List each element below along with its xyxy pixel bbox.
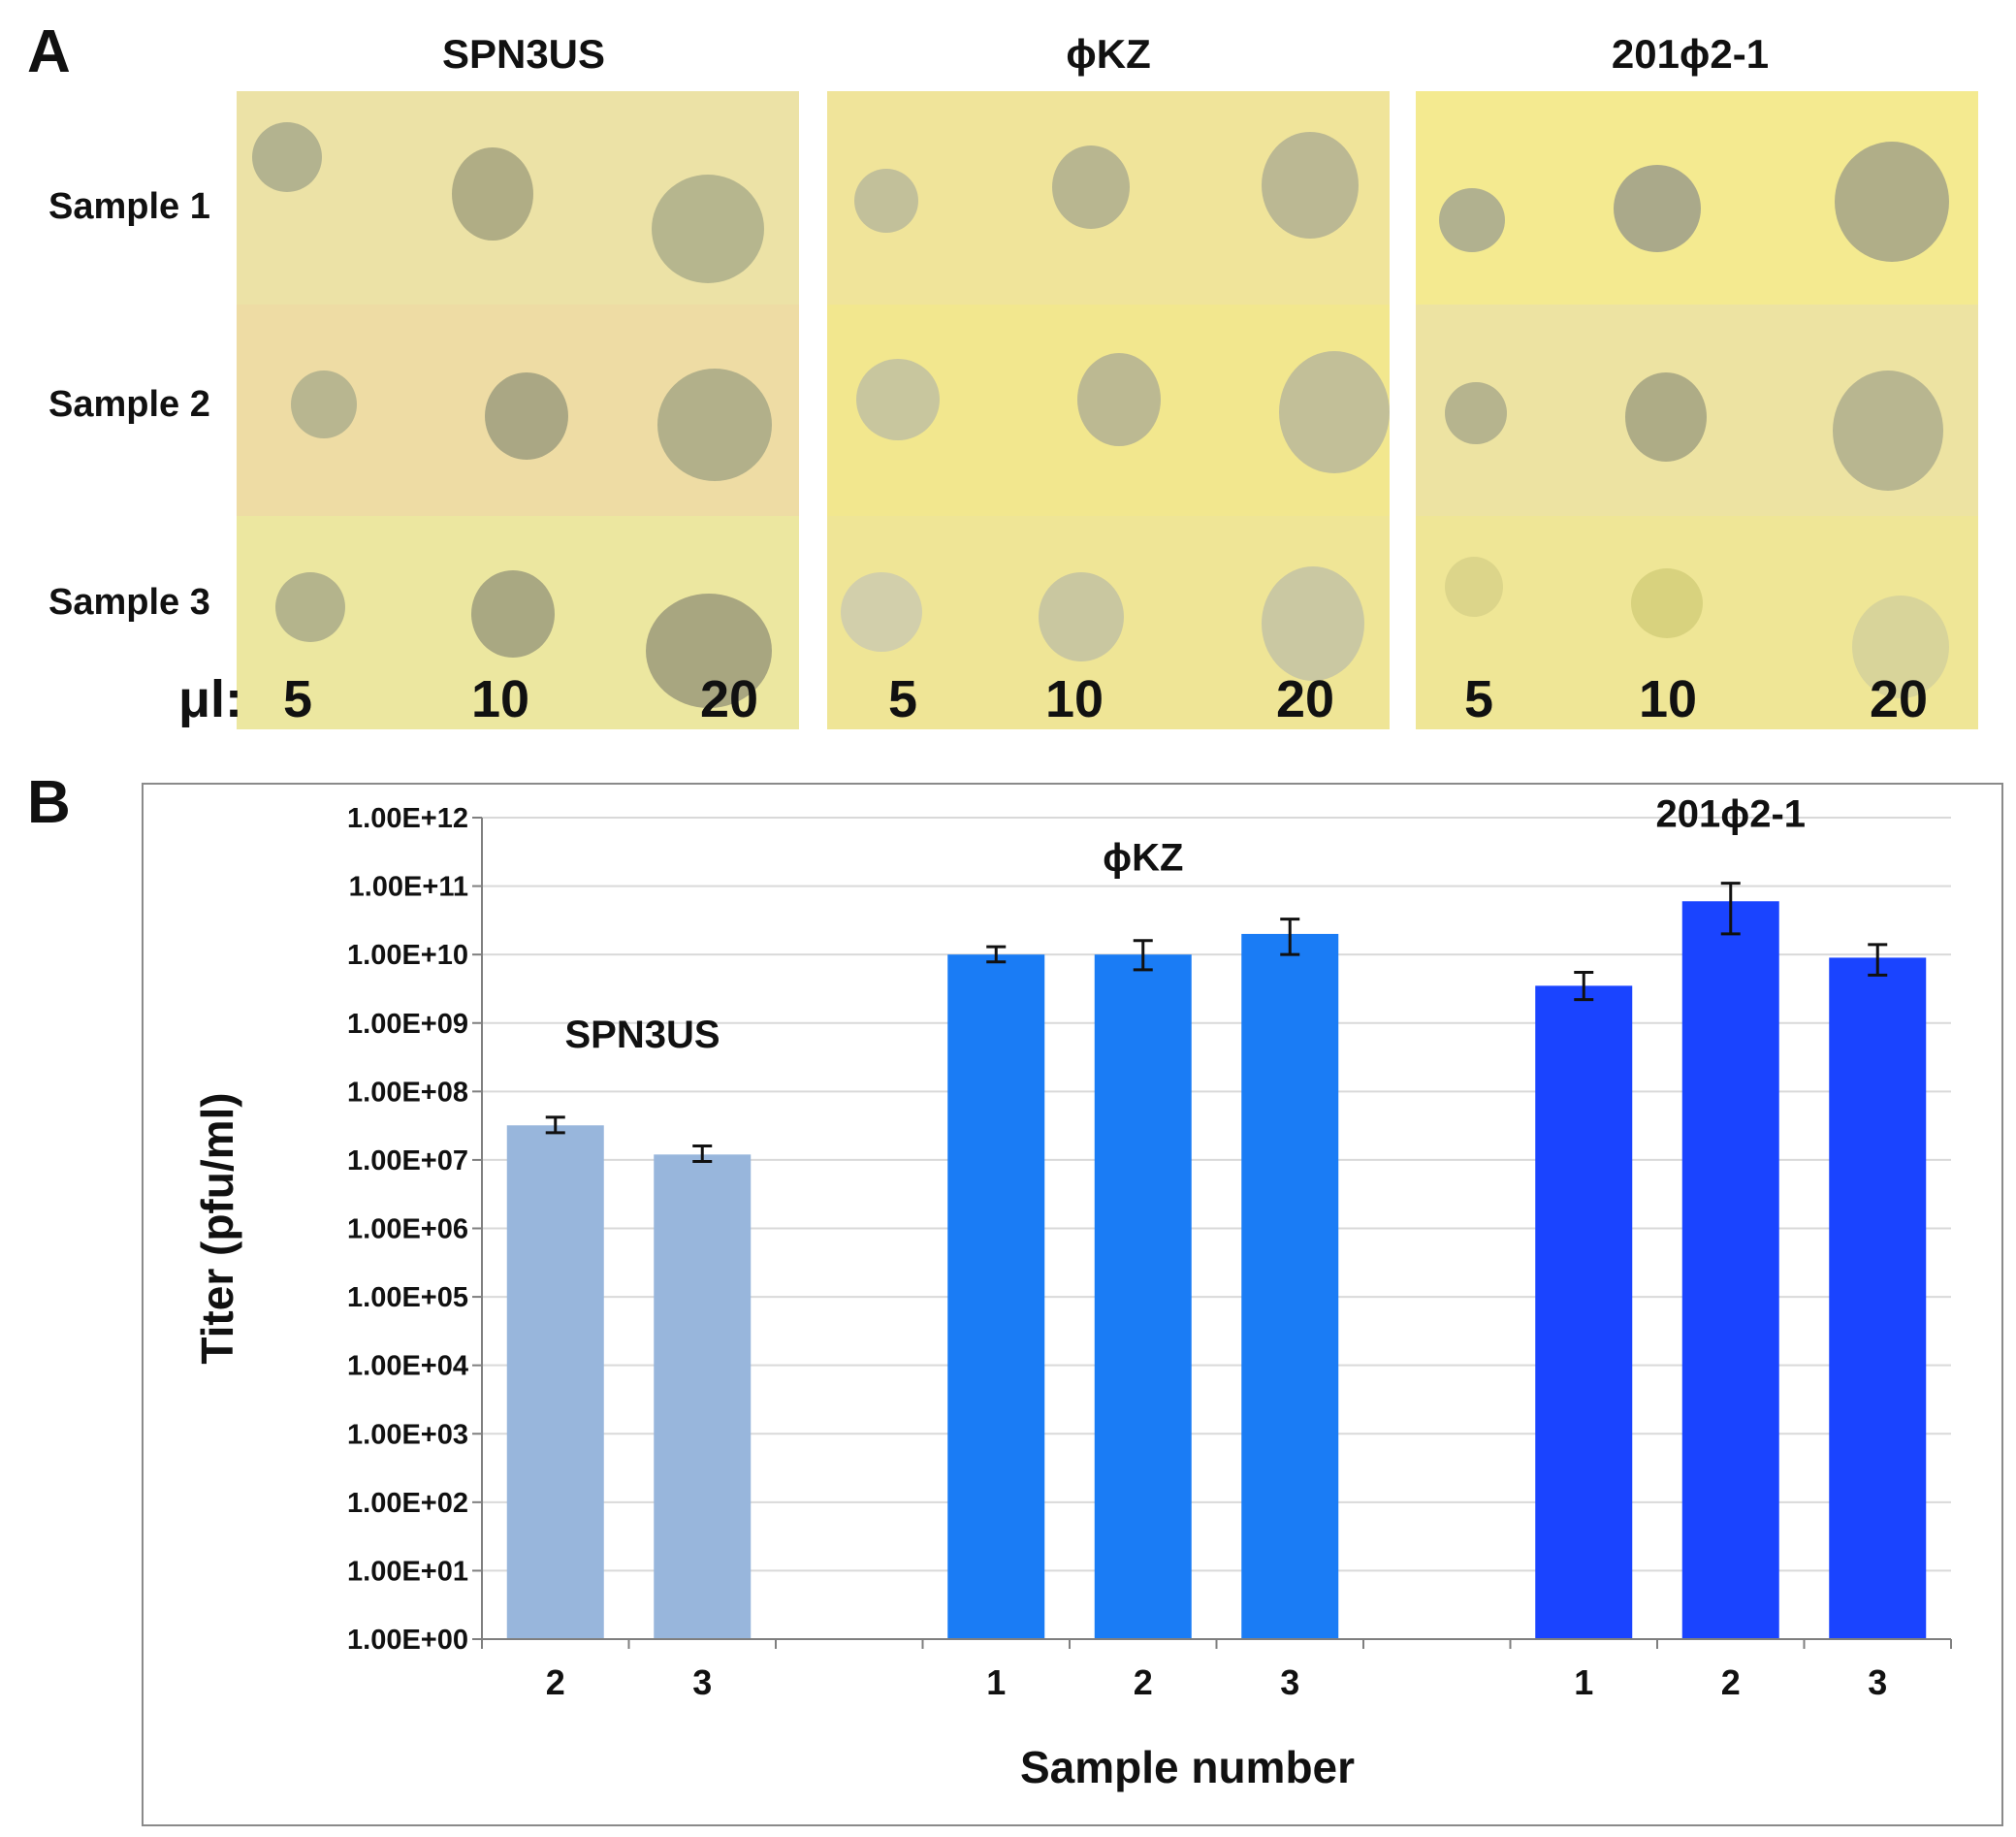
y-tick-label: 1.00E+06	[347, 1214, 468, 1245]
plaque-spot	[485, 372, 568, 460]
volume-prefix-label: μl:	[178, 670, 243, 728]
plaque-spot	[275, 572, 345, 642]
plaque-spot	[1631, 568, 1703, 638]
y-tick-label: 1.00E+09	[347, 1009, 468, 1040]
volume-label-5: 5	[1464, 670, 1494, 728]
x-tick-label: 3	[1280, 1662, 1299, 1702]
plaque-spot	[646, 594, 772, 708]
bar-2	[1681, 901, 1779, 1639]
phage-title-spn3us: SPN3US	[441, 31, 606, 77]
x-tick-label: 1	[986, 1662, 1006, 1702]
plaque-spot	[1077, 353, 1161, 446]
bar-3	[1829, 957, 1927, 1639]
plaque-spot	[1833, 371, 1943, 491]
plaque-spot	[657, 369, 772, 481]
series-group-label: 201ϕ2-1	[1655, 793, 1806, 836]
bar-2	[1094, 954, 1192, 1639]
y-tick-label: 1.00E+01	[347, 1556, 468, 1587]
y-tick-label: 1.00E+04	[347, 1351, 468, 1382]
x-tick-label: 3	[1868, 1662, 1887, 1702]
volume-label-5: 5	[283, 670, 313, 728]
panel-a-letter: A	[27, 18, 71, 85]
bar-2	[506, 1125, 604, 1639]
plaque-spot	[841, 572, 922, 652]
plaque-spot	[854, 169, 918, 233]
phage-title-phikz: ϕKZ	[1066, 31, 1151, 77]
x-tick-label: 3	[692, 1662, 712, 1702]
plaque-spot	[1852, 596, 1949, 698]
plaque-spot	[856, 359, 940, 440]
plaque-spot	[1279, 351, 1390, 473]
plaque-spot	[291, 371, 357, 438]
y-tick-label: 1.00E+12	[347, 803, 468, 834]
y-tick-label: 1.00E+11	[349, 872, 468, 903]
sample-label-2: Sample 2	[48, 384, 210, 425]
sample-label-3: Sample 3	[48, 582, 210, 623]
volume-label-5: 5	[888, 670, 918, 728]
x-tick-label: 2	[546, 1662, 565, 1702]
plaque-spot	[252, 122, 322, 192]
x-tick-label: 2	[1721, 1662, 1741, 1702]
y-tick-label: 1.00E+03	[347, 1419, 468, 1450]
x-axis-title: Sample number	[1020, 1742, 1355, 1792]
x-tick-label: 1	[1574, 1662, 1593, 1702]
volume-label-20: 20	[1870, 670, 1929, 728]
bar-1	[1535, 985, 1633, 1639]
volume-label-20: 20	[700, 670, 759, 728]
plaque-spot	[471, 570, 555, 658]
plate-phikz	[827, 91, 1390, 729]
plaque-spot	[452, 147, 533, 241]
volume-label-20: 20	[1276, 670, 1335, 728]
plaque-spot	[1445, 557, 1503, 617]
volume-label-10: 10	[471, 670, 530, 728]
plaque-spot	[1439, 188, 1505, 252]
plaque-spot	[1614, 165, 1701, 252]
plaque-spot	[1039, 572, 1124, 661]
phage-title-201phi2-1: 201ϕ2-1	[1611, 31, 1770, 77]
panel-b-letter: B	[27, 769, 71, 836]
y-tick-label: 1.00E+07	[347, 1145, 468, 1176]
plate-spn3us	[237, 91, 799, 729]
sample-label-1: Sample 1	[48, 186, 210, 227]
plaque-spot	[1835, 142, 1949, 262]
plaque-spot	[1625, 372, 1707, 462]
plaque-spot	[1445, 382, 1507, 444]
y-tick-label: 1.00E+00	[347, 1625, 468, 1656]
plate-201phi2-1	[1416, 91, 1978, 729]
volume-label-10: 10	[1045, 670, 1104, 728]
series-group-label: ϕKZ	[1103, 837, 1183, 880]
bar-3	[654, 1154, 752, 1639]
y-tick-label: 1.00E+02	[347, 1488, 468, 1519]
y-tick-label: 1.00E+05	[347, 1282, 468, 1313]
plaque-spot	[1262, 566, 1364, 681]
plaque-spot	[1262, 132, 1359, 239]
bar-1	[947, 954, 1045, 1639]
plaque-spot	[1052, 145, 1130, 229]
plaque-spot	[652, 175, 764, 283]
chart-frame	[142, 783, 2003, 1826]
y-axis-title: Titer (pfu/ml)	[192, 1092, 242, 1364]
series-group-label: SPN3US	[564, 1014, 720, 1056]
volume-label-10: 10	[1639, 670, 1698, 728]
y-tick-label: 1.00E+08	[347, 1077, 468, 1108]
x-tick-label: 2	[1134, 1662, 1153, 1702]
bar-3	[1241, 933, 1339, 1639]
y-tick-label: 1.00E+10	[347, 940, 468, 971]
